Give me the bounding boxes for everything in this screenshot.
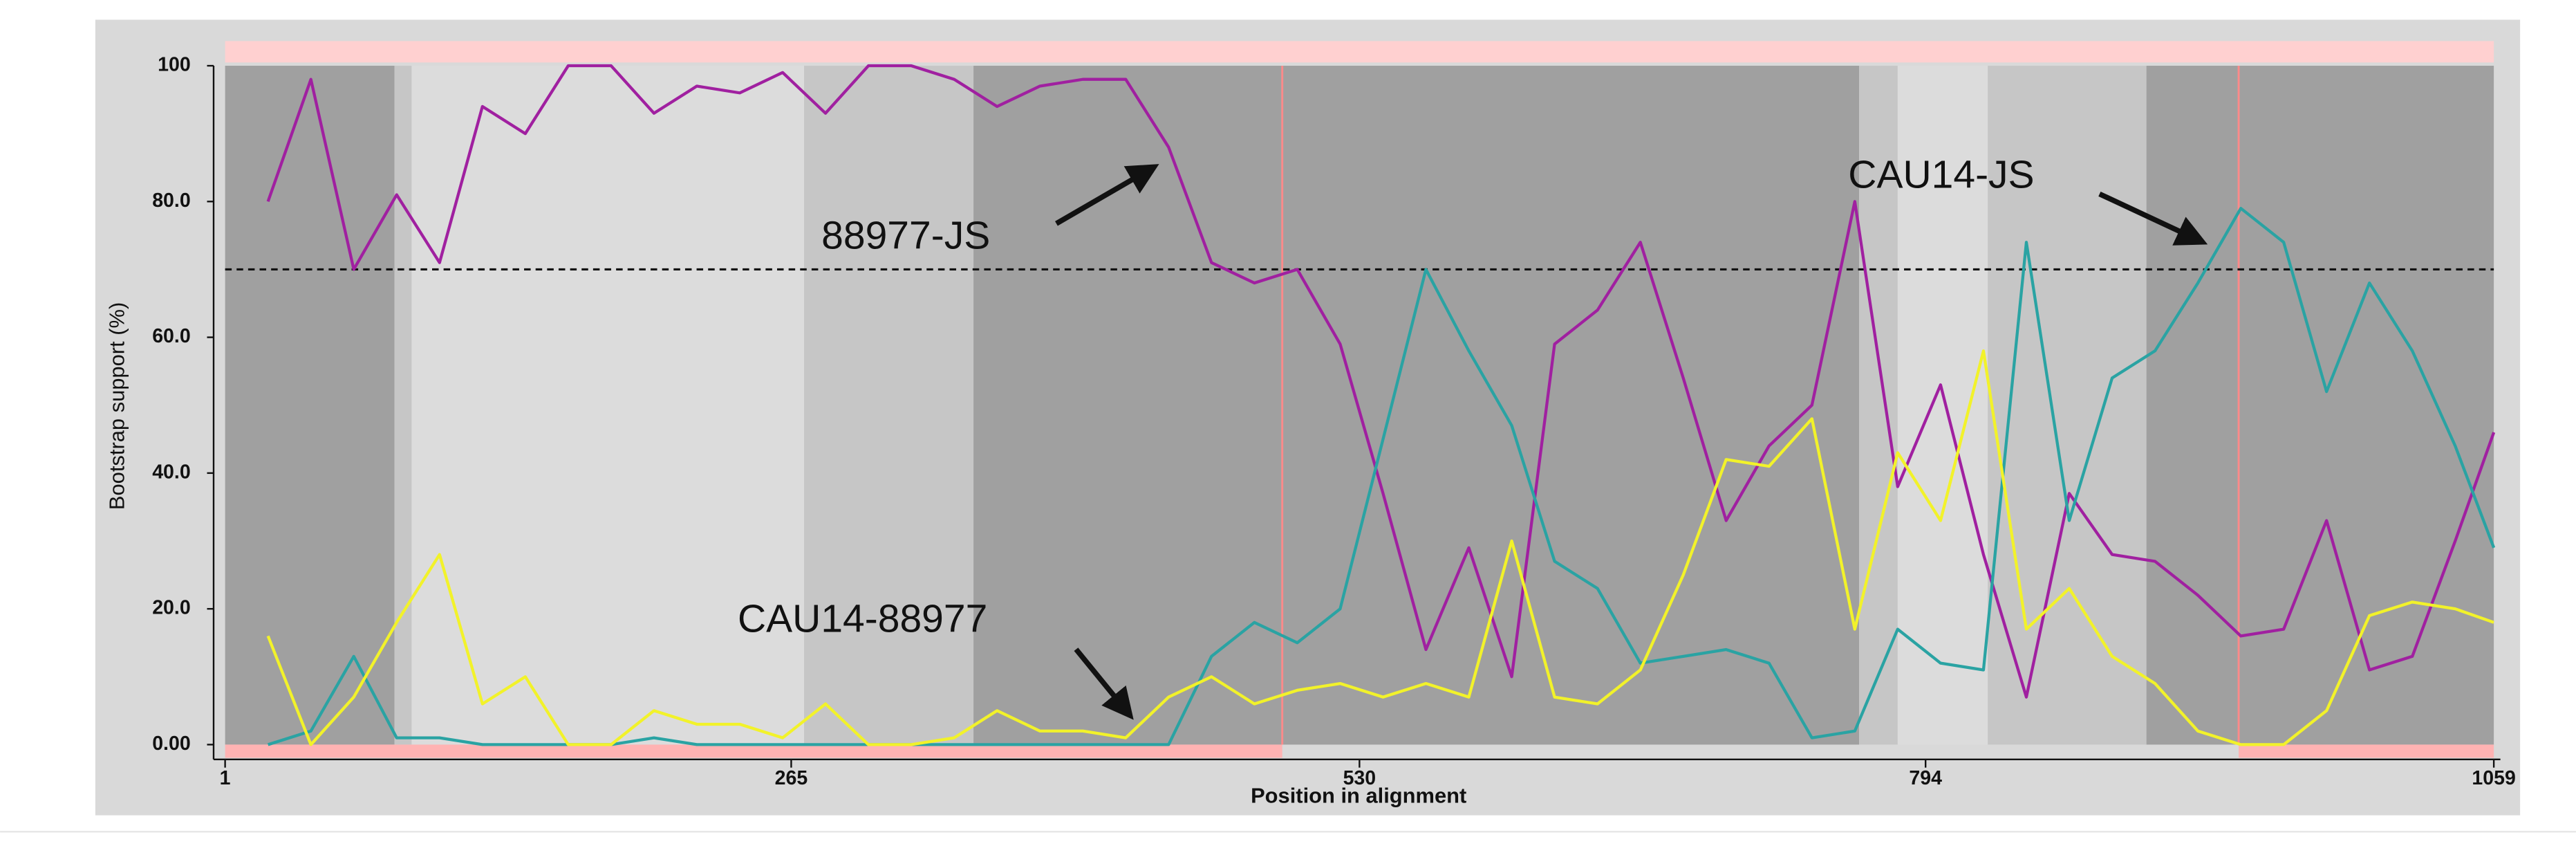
series-line — [266, 64, 2496, 699]
series-annotation: CAU14-JS — [1848, 153, 2034, 197]
lines: 88977-JS CAU14-JS CAU14-88977 — [266, 64, 2496, 746]
series-annotation: 88977-JS — [821, 214, 990, 258]
annotation-arrow — [1074, 647, 1134, 720]
bottom-band — [225, 744, 1282, 758]
x-tick-label: 1 — [220, 767, 231, 789]
annotation-arrow — [2098, 191, 2208, 246]
x-tick-label: 530 — [1343, 767, 1376, 789]
region — [225, 66, 395, 745]
y-tick-label: 100 — [158, 54, 191, 76]
y-tick-label: 0.00 — [152, 733, 190, 755]
region — [804, 66, 974, 745]
series-line — [268, 206, 2496, 746]
region — [2146, 66, 2494, 745]
region — [1859, 66, 1898, 745]
regions — [225, 66, 2494, 758]
bottom-band — [2239, 744, 2494, 758]
y-tick-label: 60.0 — [152, 325, 190, 347]
region — [1897, 66, 1988, 745]
annotation-arrow — [1055, 164, 1159, 226]
y-tick-label: 40.0 — [152, 461, 190, 483]
y-axis-title: Bootstrap support (%) — [104, 302, 129, 510]
site-strip — [225, 41, 2494, 63]
region — [1988, 66, 2147, 745]
region — [394, 66, 412, 745]
y-tick-label: 80.0 — [152, 190, 190, 212]
x-tick-label: 265 — [775, 767, 808, 789]
x-tick-label: 1059 — [2472, 767, 2515, 789]
x-tick-label: 794 — [1909, 767, 1942, 789]
region — [973, 66, 1860, 745]
series-annotation: CAU14-88977 — [738, 596, 987, 641]
y-tick-label: 20.0 — [152, 597, 190, 619]
series-line — [266, 349, 2494, 746]
x-axis-title: Position in alignment — [1251, 784, 1466, 808]
region — [411, 66, 805, 745]
grid: 0.00 20.0 40.0 60.0 80.0 100 1 265 530 794 1059 — [152, 54, 2516, 789]
